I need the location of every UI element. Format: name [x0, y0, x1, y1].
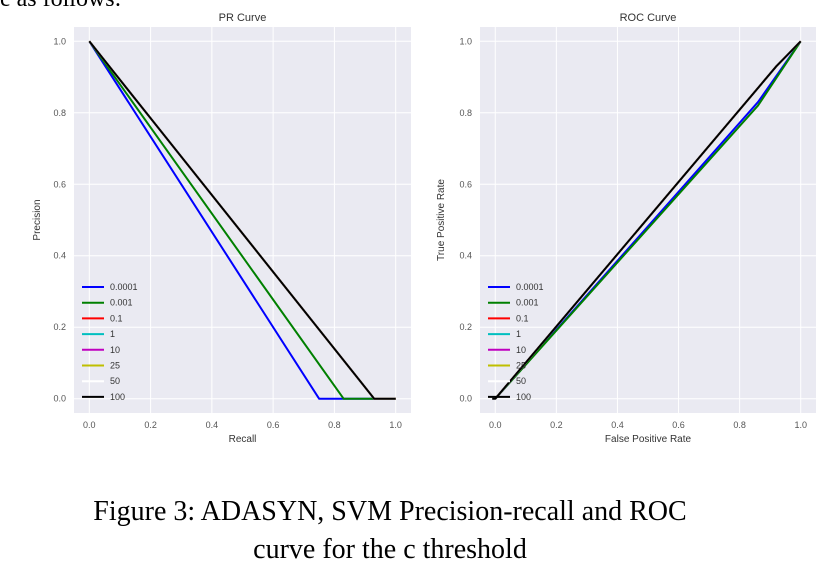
roc-title: ROC Curve: [620, 12, 677, 24]
pr-ytick-label: 0.0: [53, 394, 66, 404]
pr-xtick-label: 1.0: [389, 420, 402, 430]
roc-xtick-label: 0.0: [489, 420, 502, 430]
roc-ytick-label: 0.6: [459, 179, 472, 189]
figure-caption-line1: Figure 3: ADASYN, SVM Precision-recall a…: [93, 496, 687, 527]
roc-ytick-label: 0.0: [459, 394, 472, 404]
roc-legend-label-100: 100: [516, 392, 531, 402]
roc-legend-label-0.0001: 0.0001: [516, 282, 544, 292]
pr-xtick-label: 0.2: [144, 420, 157, 430]
roc-legend-label-1: 1: [516, 329, 521, 339]
pr-legend-label-100: 100: [110, 392, 125, 402]
roc-legend-label-10: 10: [516, 345, 526, 355]
top-text-fragment: e as follows:: [0, 0, 121, 13]
roc-ytick-label: 0.2: [459, 322, 472, 332]
roc-ytick-label: 0.8: [459, 108, 472, 118]
pr-legend-label-50: 50: [110, 376, 120, 386]
roc-legend-label-0.1: 0.1: [516, 313, 529, 323]
pr-ylabel: Precision: [32, 199, 43, 240]
pr-xtick-label: 0.6: [267, 420, 280, 430]
roc-xlabel: False Positive Rate: [605, 434, 692, 445]
roc-xtick-label: 0.6: [672, 420, 685, 430]
pr-xtick-label: 0.8: [328, 420, 341, 430]
pr-ytick-label: 0.2: [53, 322, 66, 332]
roc-legend-label-25: 25: [516, 361, 526, 371]
roc-legend-label-0.001: 0.001: [516, 298, 539, 308]
pr-xtick-label: 0.4: [206, 420, 219, 430]
roc-ytick-label: 0.4: [459, 251, 472, 261]
pr-legend-label-0.001: 0.001: [110, 298, 133, 308]
pr-legend-label-0.0001: 0.0001: [110, 282, 138, 292]
pr-ytick-label: 0.6: [53, 179, 66, 189]
pr-legend-label-0.1: 0.1: [110, 313, 123, 323]
roc-ylabel: True Positive Rate: [436, 179, 447, 261]
roc-ytick-label: 1.0: [459, 36, 472, 46]
pr-xlabel: Recall: [229, 434, 257, 445]
pr-xtick-label: 0.0: [83, 420, 96, 430]
pr-series-line-100: [88, 40, 396, 400]
pr-title: PR Curve: [219, 12, 267, 24]
pr-legend-label-1: 1: [110, 329, 115, 339]
pr-ytick-label: 0.4: [53, 251, 66, 261]
roc-xtick-label: 0.2: [550, 420, 563, 430]
pr-legend-label-10: 10: [110, 345, 120, 355]
roc-legend-label-50: 50: [516, 376, 526, 386]
pr-ytick-label: 1.0: [53, 36, 66, 46]
pr-ytick-label: 0.8: [53, 108, 66, 118]
figure-caption-line2: curve for the c threshold: [253, 534, 527, 565]
roc-plot-area: [480, 27, 816, 413]
roc-xtick-label: 1.0: [794, 420, 807, 430]
roc-series-line-0.001: [494, 40, 802, 400]
roc-curve-chart: 0.0 0.2 0.4 0.6 0.8 1.0 0.0 0.2 0.4 0.6 0.8 1.0 ROC …: [436, 12, 816, 445]
roc-xtick-label: 0.4: [611, 420, 624, 430]
pr-curve-chart: 0.0 0.2 0.4 0.6 0.8 1.0 0.0 0.2 0.4 0.6 0.8 1.0 PR C…: [32, 12, 411, 445]
roc-series-line-100: [492, 40, 802, 400]
pr-legend-label-25: 25: [110, 361, 120, 371]
roc-xtick-label: 0.8: [733, 420, 746, 430]
